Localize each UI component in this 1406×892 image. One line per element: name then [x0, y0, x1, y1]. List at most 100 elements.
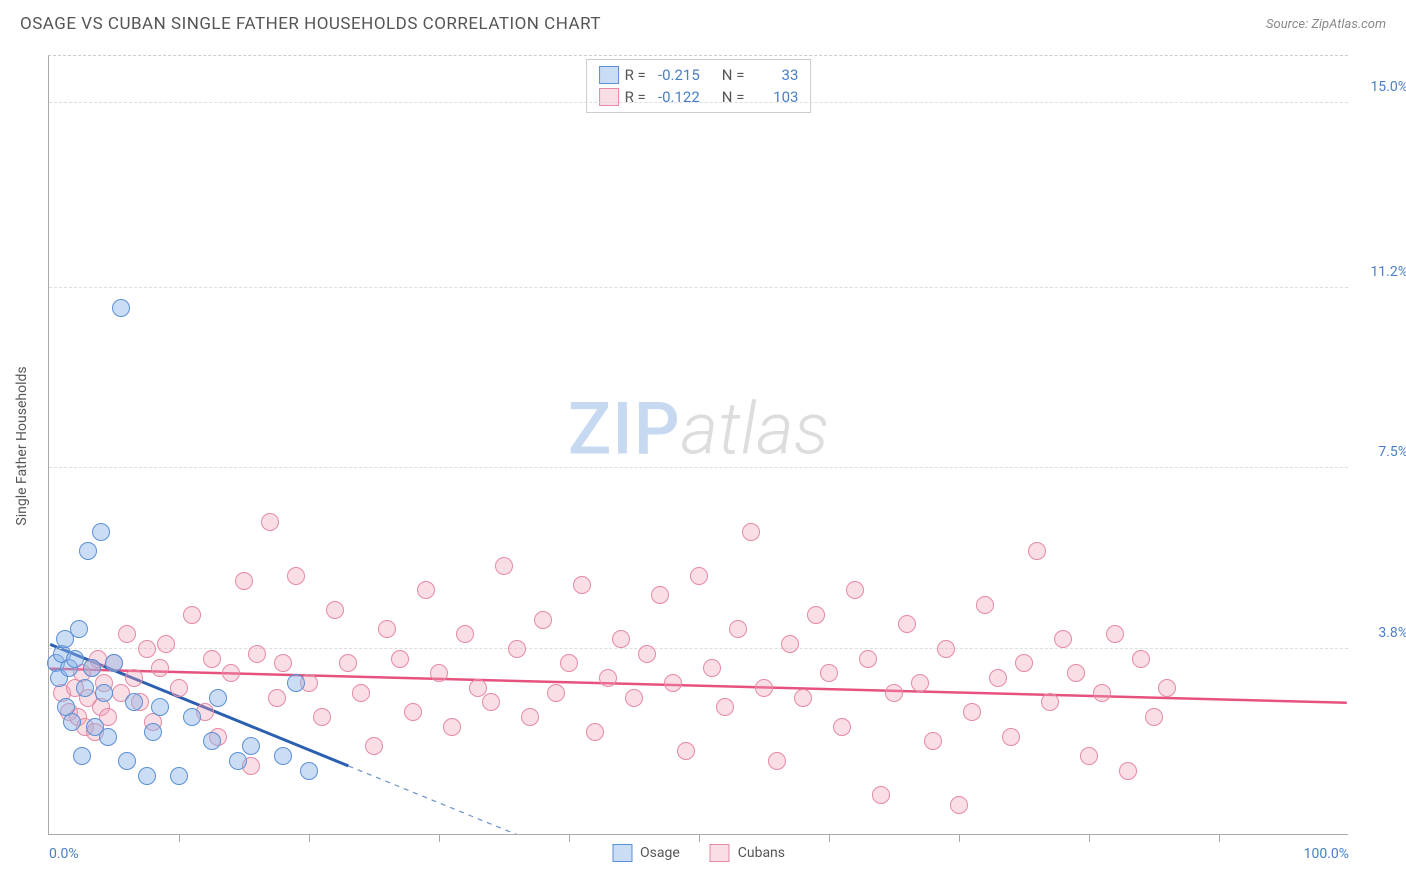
osage-r-value: -0.215	[652, 66, 700, 84]
chart-plot-area: ZIPatlas R = -0.215 N = 33 R = -0.122 N …	[48, 55, 1348, 835]
cubans-point	[1002, 728, 1020, 746]
cubans-point	[138, 640, 156, 658]
osage-swatch-icon	[612, 844, 632, 862]
osage-point	[70, 620, 88, 638]
n-label: N =	[722, 66, 745, 84]
cubans-point	[1041, 693, 1059, 711]
cubans-point	[651, 586, 669, 604]
osage-point	[66, 650, 84, 668]
cubans-point	[151, 659, 169, 677]
osage-point	[76, 679, 94, 697]
cubans-point	[1067, 664, 1085, 682]
cubans-point	[768, 752, 786, 770]
cubans-point	[1054, 630, 1072, 648]
cubans-point	[521, 708, 539, 726]
osage-point	[151, 698, 169, 716]
cubans-point	[261, 513, 279, 531]
cubans-point	[274, 654, 292, 672]
cubans-point	[872, 786, 890, 804]
x-tick	[439, 834, 440, 842]
gridline	[49, 648, 1348, 649]
x-tick-label: 0.0%	[49, 846, 79, 862]
cubans-point	[690, 567, 708, 585]
cubans-point	[794, 689, 812, 707]
cubans-point	[885, 684, 903, 702]
legend-item-osage: Osage	[612, 844, 680, 862]
osage-point	[112, 299, 130, 317]
cubans-point	[950, 796, 968, 814]
cubans-point	[469, 679, 487, 697]
cubans-point	[638, 645, 656, 663]
osage-point	[118, 752, 136, 770]
cubans-point	[612, 630, 630, 648]
osage-point	[144, 723, 162, 741]
osage-point	[229, 752, 247, 770]
cubans-point	[235, 572, 253, 590]
cubans-point	[248, 645, 266, 663]
cubans-point	[1158, 679, 1176, 697]
cubans-point	[456, 625, 474, 643]
cubans-point	[573, 576, 591, 594]
osage-point	[242, 737, 260, 755]
cubans-point	[203, 650, 221, 668]
cubans-point	[352, 684, 370, 702]
cubans-point	[781, 635, 799, 653]
cubans-point	[755, 679, 773, 697]
cubans-point	[1015, 654, 1033, 672]
x-tick	[1089, 834, 1090, 842]
cubans-point	[911, 674, 929, 692]
osage-point	[99, 728, 117, 746]
osage-swatch	[599, 66, 619, 84]
cubans-point	[125, 669, 143, 687]
cubans-point	[664, 674, 682, 692]
cubans-point	[560, 654, 578, 672]
x-tick-label: 100.0%	[1304, 846, 1349, 862]
y-tick-label: 3.8%	[1353, 625, 1406, 641]
cubans-point	[287, 567, 305, 585]
cubans-point	[183, 606, 201, 624]
cubans-point	[976, 596, 994, 614]
cubans-point	[846, 581, 864, 599]
legend-item-cubans: Cubans	[710, 844, 785, 862]
osage-point	[95, 684, 113, 702]
cubans-point	[716, 698, 734, 716]
osage-point	[125, 693, 143, 711]
source-name: ZipAtlas.com	[1311, 17, 1386, 32]
correlation-row-osage: R = -0.215 N = 33	[599, 64, 799, 86]
cubans-point	[118, 625, 136, 643]
cubans-point	[482, 693, 500, 711]
chart-title: OSAGE VS CUBAN SINGLE FATHER HOUSEHOLDS …	[20, 14, 601, 34]
osage-point	[63, 713, 81, 731]
cubans-point	[625, 689, 643, 707]
osage-point	[274, 747, 292, 765]
cubans-trendline	[50, 669, 1347, 703]
r-label: R =	[625, 88, 646, 106]
x-tick	[1219, 834, 1220, 842]
cubans-point	[703, 659, 721, 677]
cubans-point	[326, 601, 344, 619]
osage-point	[83, 659, 101, 677]
cubans-point	[677, 742, 695, 760]
correlation-legend: R = -0.215 N = 33 R = -0.122 N = 103	[586, 59, 812, 113]
cubans-point	[989, 669, 1007, 687]
cubans-point	[729, 620, 747, 638]
gridline	[49, 467, 1348, 468]
cubans-point	[599, 669, 617, 687]
x-tick	[829, 834, 830, 842]
cubans-point	[430, 664, 448, 682]
cubans-point	[495, 557, 513, 575]
cubans-point	[157, 635, 175, 653]
cubans-point	[268, 689, 286, 707]
cubans-point	[508, 640, 526, 658]
cubans-point	[1132, 650, 1150, 668]
cubans-r-value: -0.122	[652, 88, 700, 106]
cubans-point	[339, 654, 357, 672]
cubans-point	[1145, 708, 1163, 726]
x-tick	[569, 834, 570, 842]
osage-point	[183, 708, 201, 726]
correlation-row-cubans: R = -0.122 N = 103	[599, 86, 799, 108]
osage-point	[73, 747, 91, 765]
cubans-point	[898, 615, 916, 633]
osage-trendline-extrapolated	[348, 766, 698, 834]
osage-point	[209, 689, 227, 707]
